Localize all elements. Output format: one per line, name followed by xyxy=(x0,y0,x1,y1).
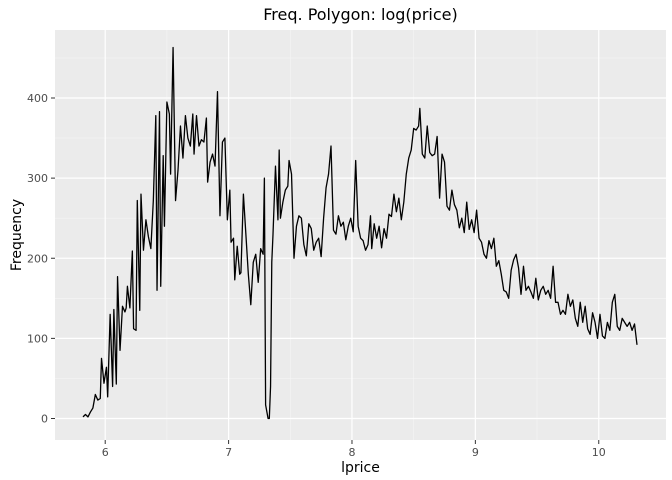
frequency-polygon-line xyxy=(82,46,638,420)
x-tick-label: 7 xyxy=(225,446,232,459)
chart-title: Freq. Polygon: log(price) xyxy=(263,5,457,24)
x-tick-label: 6 xyxy=(102,446,109,459)
x-tick-label: 10 xyxy=(592,446,606,459)
y-tick-label: 300 xyxy=(27,172,48,185)
grid-lines xyxy=(55,30,666,440)
y-tick-label: 100 xyxy=(27,332,48,345)
x-tick-label: 9 xyxy=(472,446,479,459)
y-tick-label: 200 xyxy=(27,252,48,265)
series-layer xyxy=(82,46,638,420)
x-axis-title: lprice xyxy=(341,460,380,476)
y-tick-label: 0 xyxy=(41,413,48,426)
x-tick-label: 8 xyxy=(348,446,355,459)
axis-layer: 0 100 200 300 400 6 7 8 9 10 xyxy=(27,92,606,459)
y-tick-label: 400 xyxy=(27,92,48,105)
y-axis-title: Frequency xyxy=(9,199,25,271)
